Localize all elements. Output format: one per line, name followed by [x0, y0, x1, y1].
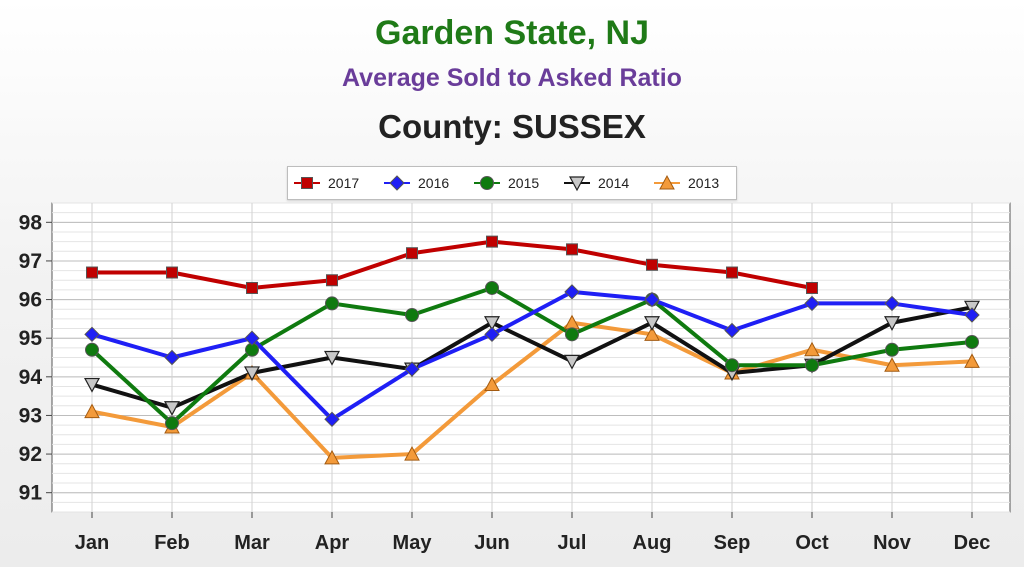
data-point-2016 — [84, 326, 100, 343]
data-point-2015 — [885, 342, 899, 357]
data-point-2015 — [485, 280, 499, 295]
data-point-2017 — [166, 266, 178, 279]
data-point-2013 — [964, 353, 980, 368]
data-point-2016 — [164, 349, 180, 366]
data-point-2014 — [243, 366, 261, 382]
legend-marker-2017 — [301, 177, 313, 189]
data-point-2015 — [85, 342, 99, 357]
legend-marker-2013 — [659, 174, 675, 190]
data-point-2014 — [883, 316, 901, 332]
data-point-2017 — [86, 266, 98, 279]
y-tick-label: 91 — [19, 482, 43, 505]
data-point-2017 — [806, 281, 818, 294]
data-point-2013 — [324, 449, 340, 465]
legend-label-2016: 2016 — [418, 175, 449, 191]
data-point-2013 — [404, 446, 420, 461]
x-tick-label: Feb — [154, 532, 190, 554]
data-point-2016 — [324, 411, 340, 428]
y-tick-label: 98 — [19, 211, 43, 234]
data-point-2017 — [566, 243, 578, 256]
data-point-2014 — [563, 354, 581, 370]
chart-subtitle: Average Sold to Asked Ratio — [342, 64, 682, 92]
data-point-2014 — [83, 377, 101, 393]
legend-marker-2016 — [389, 175, 405, 191]
data-point-2017 — [726, 266, 738, 279]
data-point-2013 — [84, 403, 100, 419]
data-point-2013 — [884, 357, 900, 372]
data-point-2016 — [484, 326, 500, 343]
data-point-2016 — [884, 295, 900, 312]
data-point-2014 — [323, 350, 341, 366]
x-tick-label: Aug — [633, 532, 672, 554]
data-point-2015 — [965, 335, 979, 350]
y-tick-label: 93 — [19, 404, 42, 427]
data-point-2017 — [326, 274, 338, 287]
x-tick-label: Jan — [75, 532, 109, 554]
y-tick-label: 92 — [19, 443, 42, 466]
data-point-2016 — [724, 322, 740, 339]
data-point-2016 — [804, 295, 820, 312]
series-line-2016 — [91, 289, 973, 422]
data-point-2016 — [244, 330, 260, 346]
data-point-2015 — [165, 416, 179, 431]
x-tick-label: Sep — [714, 532, 751, 554]
chart-county-subtitle: County: SUSSEX — [378, 108, 646, 145]
data-point-2016 — [964, 307, 980, 323]
y-tick-label: 97 — [19, 250, 42, 273]
x-tick-label: Apr — [315, 532, 350, 554]
data-point-2014 — [483, 316, 501, 332]
data-point-2015 — [565, 327, 579, 342]
data-point-2014 — [643, 316, 661, 332]
data-point-2016 — [564, 284, 580, 300]
data-point-2014 — [163, 401, 181, 416]
data-point-2013 — [804, 341, 820, 357]
legend-label-2015: 2015 — [508, 175, 539, 191]
x-tick-label: May — [393, 532, 433, 554]
data-point-2015 — [725, 358, 739, 373]
series-line-2017 — [92, 239, 813, 290]
x-tick-label: Jul — [558, 532, 587, 554]
y-tick-label: 94 — [19, 366, 43, 389]
data-point-2013 — [644, 326, 660, 341]
data-point-2017 — [246, 281, 258, 294]
x-tick-label: Mar — [234, 532, 270, 554]
data-point-2017 — [646, 258, 658, 271]
legend-label-2013: 2013 — [688, 175, 719, 191]
data-point-2015 — [805, 358, 819, 373]
x-tick-label: Nov — [873, 532, 912, 554]
y-tick-label: 95 — [19, 327, 43, 350]
x-tick-label: Oct — [795, 532, 829, 554]
y-tick-label: 96 — [19, 289, 42, 312]
data-point-2015 — [405, 308, 419, 323]
x-tick-label: Jun — [474, 532, 510, 554]
chart-title: Garden State, NJ — [375, 14, 649, 52]
data-point-2016 — [404, 361, 420, 377]
data-point-2016 — [644, 291, 660, 308]
series-line-2014 — [91, 305, 973, 410]
series-line-2013 — [91, 320, 973, 460]
data-point-2017 — [486, 235, 498, 248]
data-point-2015 — [325, 296, 339, 311]
data-point-2013 — [484, 376, 500, 392]
legend-label-2014: 2014 — [598, 175, 629, 191]
data-point-2017 — [406, 247, 418, 260]
legend-label-2017: 2017 — [328, 175, 359, 191]
x-tick-label: Dec — [954, 532, 991, 554]
legend-marker-2015 — [480, 176, 494, 190]
legend-marker-2014 — [568, 176, 586, 192]
